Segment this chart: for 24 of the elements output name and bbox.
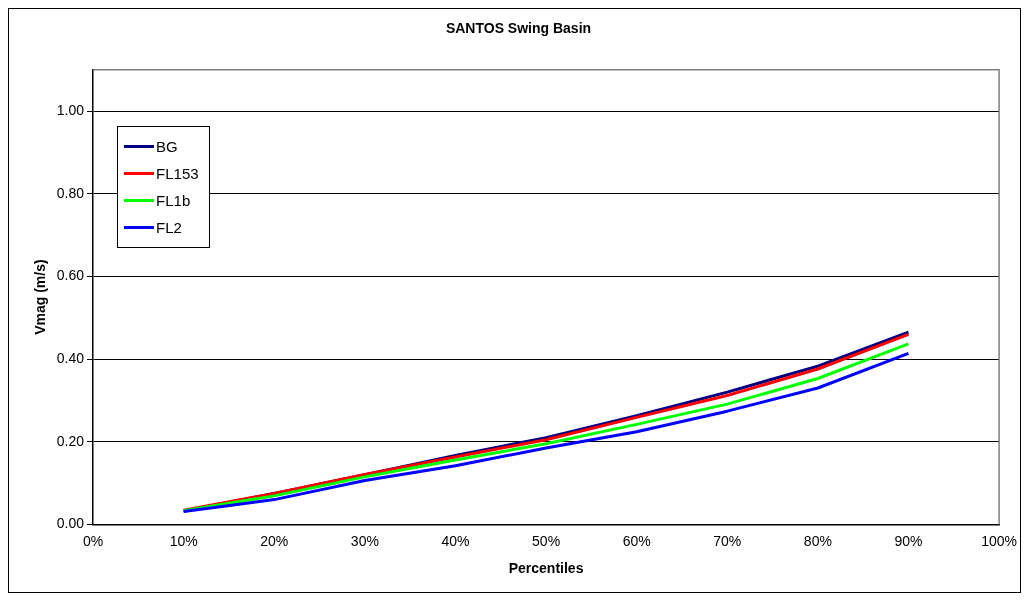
y-tick-label: 1.00 [56,101,85,118]
y-tick-label: 0.40 [56,349,85,366]
x-tick-label: 60% [622,532,651,549]
legend-label: FL2 [156,218,182,236]
y-axis-title: Vmag (m/s) [32,259,49,335]
x-tick-label: 80% [803,532,832,549]
x-tick-label: 70% [713,532,742,549]
y-tick-label: 0.60 [56,267,85,284]
x-tick-label: 30% [350,532,379,549]
x-tick-label: 0% [82,532,104,549]
x-tick-label: 100% [981,532,1017,549]
chart-title: SANTOS Swing Basin [445,20,592,37]
y-tick-label: 0.80 [56,184,85,201]
x-tick-label: 50% [532,532,561,549]
legend-label: FL153 [156,164,199,182]
x-tick-label: 10% [169,532,198,549]
y-tick-label: 0.20 [56,432,85,449]
x-axis-title: Percentiles [508,560,584,577]
x-tick-label: 40% [441,532,470,549]
x-tick-label: 90% [894,532,923,549]
y-tick-label: 0.00 [56,515,85,532]
x-tick-label: 20% [260,532,289,549]
legend-label: BG [156,137,178,155]
legend-label: FL1b [156,191,191,209]
